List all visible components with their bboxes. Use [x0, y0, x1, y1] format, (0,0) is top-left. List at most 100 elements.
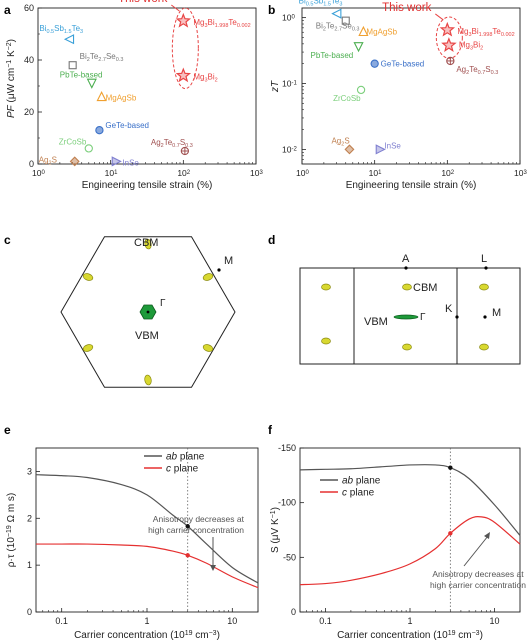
point-label: Bi0.5Sb1.5Te3 [299, 0, 343, 7]
point-label-part: Te [164, 138, 173, 147]
x-label-part: −3 [472, 630, 480, 637]
point-label: ZrCoSb [59, 137, 87, 146]
point-label-part: 2 [466, 69, 469, 75]
point-label-part: 3 [470, 45, 473, 51]
x-tick-exp: 0 [305, 170, 309, 176]
y-tick-label: -50 [283, 552, 296, 562]
point-label-part: 3 [80, 29, 83, 35]
data-point [63, 34, 75, 45]
x-tick-label: 101 [369, 168, 382, 178]
point-label-part: 1.5 [323, 1, 331, 7]
point-label: MgAgSb [366, 27, 397, 36]
y-tick-label: 10-1 [282, 79, 297, 89]
x-axis-label: Carrier concentration (1019 cm−3) [337, 630, 483, 641]
point-label: Bi2Te2.7Se0.3 [80, 52, 124, 63]
point-label: Bi2Te2.7Se0.3 [316, 22, 360, 33]
point-label-part: 2 [480, 45, 483, 51]
m-label: M [492, 307, 501, 319]
this-work-pointer [171, 4, 180, 12]
point-label-part: GeTe-based [105, 121, 149, 130]
point-label-part: 0.3 [185, 143, 193, 149]
point-label-part: 2.7 [98, 57, 106, 63]
point-label-part: 3 [204, 23, 207, 29]
data-point [95, 126, 104, 135]
point-label-part: Mg [193, 73, 204, 82]
point-label-part: 0.3 [352, 26, 360, 32]
x-label-part: 19 [185, 630, 193, 637]
y-tick-exp: 0 [291, 14, 295, 20]
annotation-line-2: high carrier concentration [148, 525, 244, 535]
x-tick-label: 103 [250, 168, 263, 178]
diagram-d: A L CBM VBM Γ K M [299, 253, 521, 365]
point-label-part: 2.7 [334, 26, 342, 32]
cbm-label: CBM [413, 282, 437, 294]
y-tick-base: 10 [282, 79, 292, 89]
x-tick-base: 10 [105, 168, 115, 178]
x-label-part: ) [480, 630, 483, 641]
series-line-1 [299, 516, 521, 586]
point-label-part: 0.3 [491, 69, 499, 75]
legend-label-0: ab plane [342, 476, 381, 487]
chart-panel-e: 0.1 1 10 0 1 2 3 Carrier concentration (1019 cm… [6, 447, 259, 641]
point-label: Mg3Bi1.998Te0.002 [457, 27, 514, 38]
point-label-part: Bi [80, 52, 87, 61]
point-label: PbTe-based [60, 70, 103, 79]
x-tick-base: 10 [296, 168, 306, 178]
legend-rest: plane [347, 488, 375, 499]
x-tick-exp: 1 [378, 170, 382, 176]
x-label-part: cm [455, 630, 471, 641]
point-label-part: 0.3 [116, 57, 124, 63]
point-label-part: Se [342, 22, 352, 31]
series-marker-0 [185, 524, 190, 529]
plot-frame [301, 7, 521, 165]
data-point [370, 59, 379, 68]
k-point [404, 266, 408, 270]
point-label-part: S [485, 65, 490, 74]
point-label: Mg3Bi1.998Te0.002 [193, 18, 250, 29]
x-label-part: Carrier concentration (10 [74, 630, 185, 641]
annotation-line-1: Anisotropy decreases at [432, 569, 524, 579]
data-point [86, 78, 97, 89]
cbm-pocket [202, 273, 214, 281]
data-point [358, 25, 369, 37]
x-tick-label: 100 [32, 168, 45, 178]
point-label: GeTe-based [105, 121, 149, 130]
data-point [441, 37, 457, 52]
x-tick-label: 10 [227, 616, 237, 626]
legend-italic: c [166, 464, 171, 475]
y-tick-label: 10-2 [282, 144, 297, 154]
point-label-part: PbTe-based [311, 51, 354, 60]
legend-label-1: c plane [342, 488, 375, 499]
cbm-pocket [402, 283, 412, 291]
data-point [68, 61, 77, 70]
point-label-part: InSe [384, 141, 401, 150]
point-label-part: PbTe-based [60, 70, 103, 79]
y-axis-label: S (μV K−1) [270, 507, 281, 553]
point-label-part: Bi [473, 40, 480, 49]
point-label: InSe [384, 141, 401, 150]
point-label-part: 1.998 [215, 23, 229, 29]
x-tick-base: 10 [32, 168, 42, 178]
point-label-part: 0.7 [478, 69, 486, 75]
legend-label-0: ab plane [166, 452, 205, 463]
annotation-arrowhead [210, 565, 216, 571]
m-label: M [224, 255, 233, 267]
gamma-label: Γ [160, 298, 166, 309]
point-label-part: Ag [39, 155, 49, 164]
point-label-part: ZrCoSb [333, 94, 361, 103]
y-label-part: ρ·τ (10 [6, 537, 17, 568]
point-label-part: Te [492, 27, 501, 36]
cbm-pocket [202, 344, 214, 352]
y-tick-exp: -1 [291, 80, 297, 86]
x-tick-label: 102 [441, 168, 454, 178]
cbm-pocket [82, 344, 94, 352]
annotation-arrow [463, 535, 489, 567]
x-tick-label: 102 [177, 168, 190, 178]
x-tick-exp: 0 [41, 170, 45, 176]
point-label: Ag2Te0.7S0.3 [151, 138, 193, 149]
point-label: Ag2S [331, 136, 349, 147]
y-label-part: Ω m s) [6, 493, 17, 525]
brillouin-zone-hexagon [60, 236, 236, 388]
k-point [484, 266, 488, 270]
x-label-part: cm [192, 630, 208, 641]
